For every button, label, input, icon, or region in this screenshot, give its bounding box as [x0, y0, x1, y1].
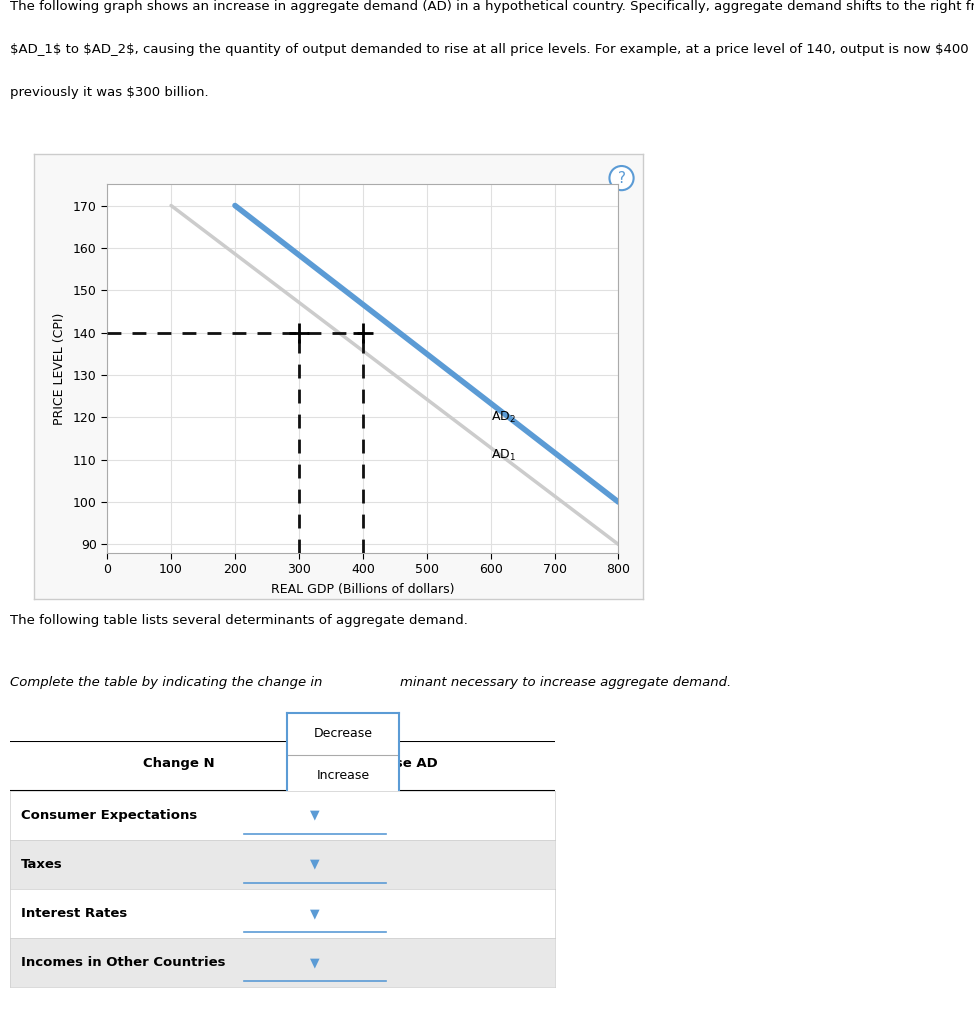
Text: Consumer Expectations: Consumer Expectations [20, 809, 197, 821]
Text: ▼: ▼ [311, 956, 320, 969]
Text: ▼: ▼ [311, 858, 320, 870]
Text: ▼: ▼ [311, 809, 320, 821]
Text: AD$_2$: AD$_2$ [491, 410, 515, 425]
Text: Increase: Increase [317, 769, 370, 782]
Text: $AD_1$ to $AD_2$, causing the quantity of output demanded to rise at all price l: $AD_1$ to $AD_2$, causing the quantity o… [10, 43, 974, 56]
Text: previously it was $300 billion.: previously it was $300 billion. [10, 86, 208, 99]
Text: ?: ? [618, 171, 625, 185]
Text: Interest Rates: Interest Rates [20, 907, 127, 920]
Text: ncrease AD: ncrease AD [354, 757, 438, 770]
Text: AD$_1$: AD$_1$ [491, 447, 515, 463]
Text: ▼: ▼ [311, 907, 320, 920]
Text: Change N: Change N [142, 757, 214, 770]
Text: The following table lists several determinants of aggregate demand.: The following table lists several determ… [10, 614, 468, 628]
Y-axis label: PRICE LEVEL (CPI): PRICE LEVEL (CPI) [53, 312, 66, 425]
Text: Decrease: Decrease [314, 727, 373, 740]
Text: The following graph shows an increase in aggregate demand (AD) in a hypothetical: The following graph shows an increase in… [10, 0, 974, 13]
Text: Taxes: Taxes [20, 858, 62, 870]
Text: minant necessary to increase aggregate demand.: minant necessary to increase aggregate d… [400, 676, 731, 689]
Text: Incomes in Other Countries: Incomes in Other Countries [20, 956, 225, 969]
Text: Complete the table by indicating the change in: Complete the table by indicating the cha… [10, 676, 322, 689]
X-axis label: REAL GDP (Billions of dollars): REAL GDP (Billions of dollars) [271, 584, 455, 596]
